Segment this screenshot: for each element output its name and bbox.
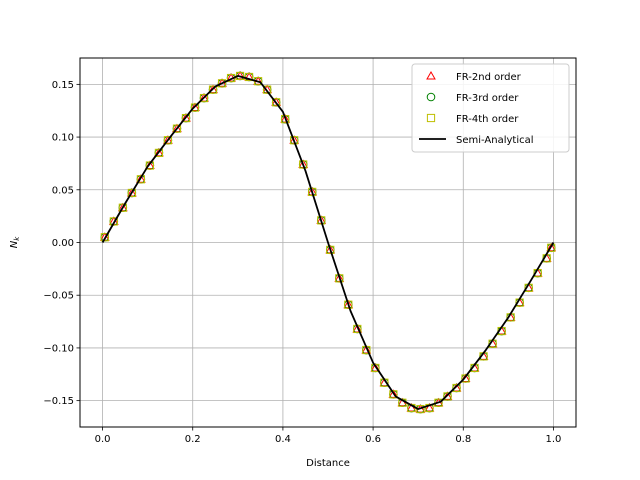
x-tick-label: 0.0 [95, 434, 111, 445]
y-tick-label: 0.00 [52, 238, 74, 249]
data-point-square [308, 187, 317, 196]
data-point-triangle [343, 299, 354, 309]
legend-marker-circle [426, 92, 436, 102]
x-axis-label: Distance [306, 458, 350, 469]
y-tick-label: −0.05 [43, 291, 74, 302]
data-point-square [461, 374, 470, 383]
data-point-triangle [546, 242, 557, 252]
legend-label: FR-3rd order [456, 93, 519, 104]
data-point-square [290, 136, 299, 145]
data-point-triangle [163, 135, 173, 144]
data-point-square [100, 233, 109, 242]
data-point-square [263, 85, 272, 94]
y-tick-label: 0.10 [52, 133, 74, 144]
data-point-square [452, 383, 461, 393]
legend: FR-2nd order FR-3rd order FR-4th order Semi… [411, 63, 570, 153]
data-point-square [217, 79, 227, 88]
plot-series [99, 70, 557, 414]
data-point-square [109, 217, 118, 226]
data-point-square [118, 203, 127, 212]
data-point-triangle [190, 102, 200, 112]
legend-label: FR-4th order [456, 114, 519, 125]
data-point-square [326, 245, 335, 254]
data-point-triangle [154, 147, 164, 157]
data-point-triangle [126, 187, 137, 197]
data-point-triangle [352, 323, 363, 333]
data-point-square [199, 93, 209, 103]
data-point-triangle [325, 244, 336, 254]
data-point-square [244, 72, 254, 82]
data-point-square [443, 392, 452, 401]
data-point-square [371, 363, 380, 373]
y-tick-label: 0.05 [52, 185, 74, 196]
data-point-square [389, 390, 398, 399]
data-point-triangle [298, 159, 309, 168]
data-point-triangle [424, 403, 435, 412]
data-point-triangle [208, 84, 218, 94]
y-tick-label: 0.15 [52, 80, 74, 91]
x-tick-label: 0.4 [275, 434, 291, 445]
data-point-triangle [136, 174, 146, 183]
y-axis-label: Nk [9, 236, 21, 248]
data-point-square [547, 243, 556, 252]
data-point-square [425, 403, 434, 413]
data-point-square [272, 98, 281, 107]
y-tick-label: −0.10 [43, 343, 74, 354]
y-tick-label: −0.15 [43, 396, 74, 407]
data-point-triangle [271, 97, 282, 106]
data-point-square [172, 124, 182, 133]
data-point-triangle [280, 114, 291, 123]
data-point-square [299, 160, 308, 169]
series-square [100, 71, 556, 414]
legend-label: Semi-Analytical [456, 135, 534, 146]
data-point-triangle [334, 273, 345, 282]
data-point-square [190, 103, 200, 112]
y-axis-label-main: N [9, 240, 20, 248]
data-point-triangle [181, 113, 191, 122]
x-tick-label: 1.0 [546, 434, 562, 445]
data-point-square [163, 136, 173, 145]
y-axis-label-sub: k [13, 236, 21, 241]
data-point-triangle [172, 123, 182, 133]
series-line [101, 75, 555, 410]
legend-marker-triangle [426, 70, 436, 80]
data-point-square [145, 161, 154, 170]
data-point-square [208, 85, 218, 94]
data-point-square [154, 148, 164, 157]
semi-analytical-line [101, 75, 555, 410]
data-point-square [136, 175, 145, 184]
data-point-square [127, 188, 136, 198]
legend-box [411, 63, 570, 153]
data-point-triangle [199, 93, 209, 102]
data-point-triangle [117, 202, 128, 212]
legend-marker-square [426, 113, 436, 123]
legend-label: FR-2nd order [456, 72, 522, 83]
data-point-square [181, 113, 191, 123]
data-point-triangle [388, 389, 399, 398]
x-tick-label: 0.6 [365, 434, 381, 445]
data-point-square [344, 300, 353, 309]
x-tick-label: 0.2 [185, 434, 201, 445]
data-point-triangle [406, 403, 417, 412]
x-tick-label: 0.8 [455, 434, 471, 445]
axis-ticks: 0.0 0.2 0.4 0.6 0.8 1.0 −0.15 −0.10 −0.05 0.00 0.0… [43, 80, 561, 445]
